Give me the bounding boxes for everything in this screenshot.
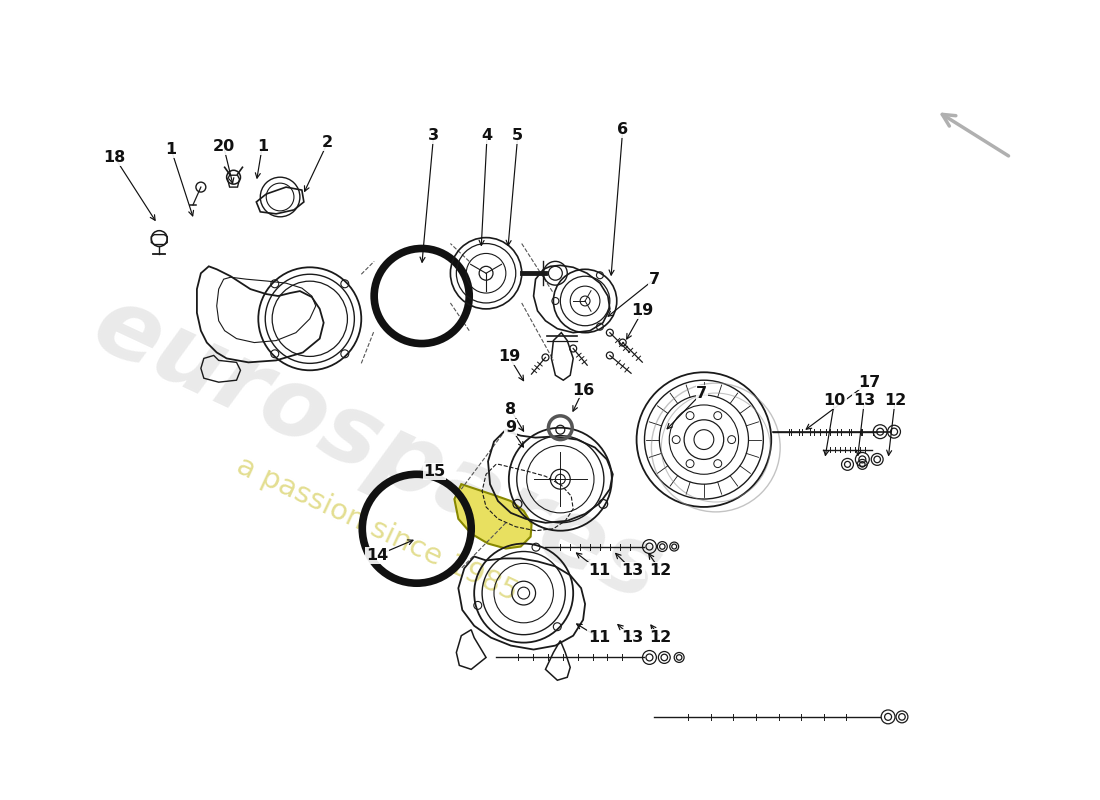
Text: 4: 4 [482,128,493,143]
Text: a passion since 1985: a passion since 1985 [232,451,522,606]
Text: 19: 19 [497,349,520,364]
Text: 13: 13 [621,563,643,578]
Polygon shape [454,484,531,549]
Text: 1: 1 [166,142,177,157]
Text: 16: 16 [572,382,594,398]
Text: 2: 2 [322,135,333,150]
Text: eurospares: eurospares [79,278,675,622]
Text: 6: 6 [617,122,628,137]
Text: 13: 13 [621,630,643,645]
Text: 11: 11 [587,563,610,578]
Text: 3: 3 [428,128,439,143]
Text: 18: 18 [103,150,125,165]
Text: 15: 15 [424,464,446,478]
Text: 7: 7 [696,386,707,401]
Text: 14: 14 [366,548,388,563]
Text: 12: 12 [884,394,906,409]
Text: 17: 17 [858,374,880,390]
Text: 10: 10 [824,394,846,409]
Text: 1: 1 [256,139,267,154]
Text: 20: 20 [212,139,234,154]
Text: 7: 7 [649,272,660,286]
Text: 5: 5 [513,128,524,143]
Text: 9: 9 [505,420,516,435]
Text: 19: 19 [631,303,653,318]
Text: 13: 13 [854,394,876,409]
Text: 12: 12 [649,630,671,645]
Text: 8: 8 [505,402,516,418]
Text: 11: 11 [587,630,610,645]
Text: 12: 12 [649,563,671,578]
